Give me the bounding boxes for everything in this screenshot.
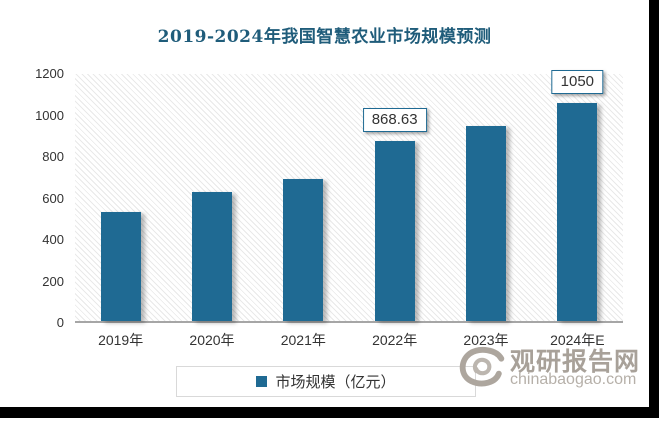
y-axis-tick: 600	[42, 190, 64, 206]
x-axis-label: 2020年	[189, 332, 235, 348]
legend-label: 市场规模（亿元）	[275, 374, 396, 391]
plot-area: 868.63 1050	[75, 70, 623, 323]
bar-2022年	[374, 140, 415, 321]
bar-2021年	[283, 178, 324, 321]
y-axis-tick: 800	[42, 149, 64, 164]
legend-marker-square	[256, 376, 268, 387]
black-frame-right	[649, 0, 659, 418]
bar-2024年E	[557, 103, 598, 321]
black-frame-bottom	[0, 407, 659, 418]
watermark-domain: chinabaogao.com	[510, 371, 637, 388]
x-axis-label: 2023年	[463, 332, 509, 348]
y-axis-tick: 400	[42, 232, 64, 247]
y-axis-tick: 0	[56, 315, 64, 330]
x-axis-label: 2022年	[372, 332, 418, 348]
bar-2023年	[466, 125, 506, 321]
data-label: 1050	[551, 70, 604, 95]
y-axis-tick: 1200	[35, 66, 64, 81]
data-label: 868.63	[362, 107, 427, 132]
y-axis-tick: 200	[42, 273, 64, 289]
x-axis-label: 2024年E	[550, 332, 605, 348]
y-axis-tick: 1000	[35, 107, 64, 123]
watermark: 观研报告网 chinabaogao.com	[458, 340, 643, 400]
x-axis-label: 2019年	[98, 332, 144, 348]
x-axis-label: 2021年	[280, 332, 326, 348]
watermark-site-name: 观研报告网	[510, 348, 641, 376]
legend: 市场规模（亿元）	[176, 366, 476, 397]
chart-title: 2019-2024年我国智慧农业市场规模预测	[157, 27, 492, 47]
watermark-swirl-logo-icon	[459, 346, 505, 387]
bar-2020年	[192, 192, 232, 321]
bar-2019年	[100, 212, 141, 321]
